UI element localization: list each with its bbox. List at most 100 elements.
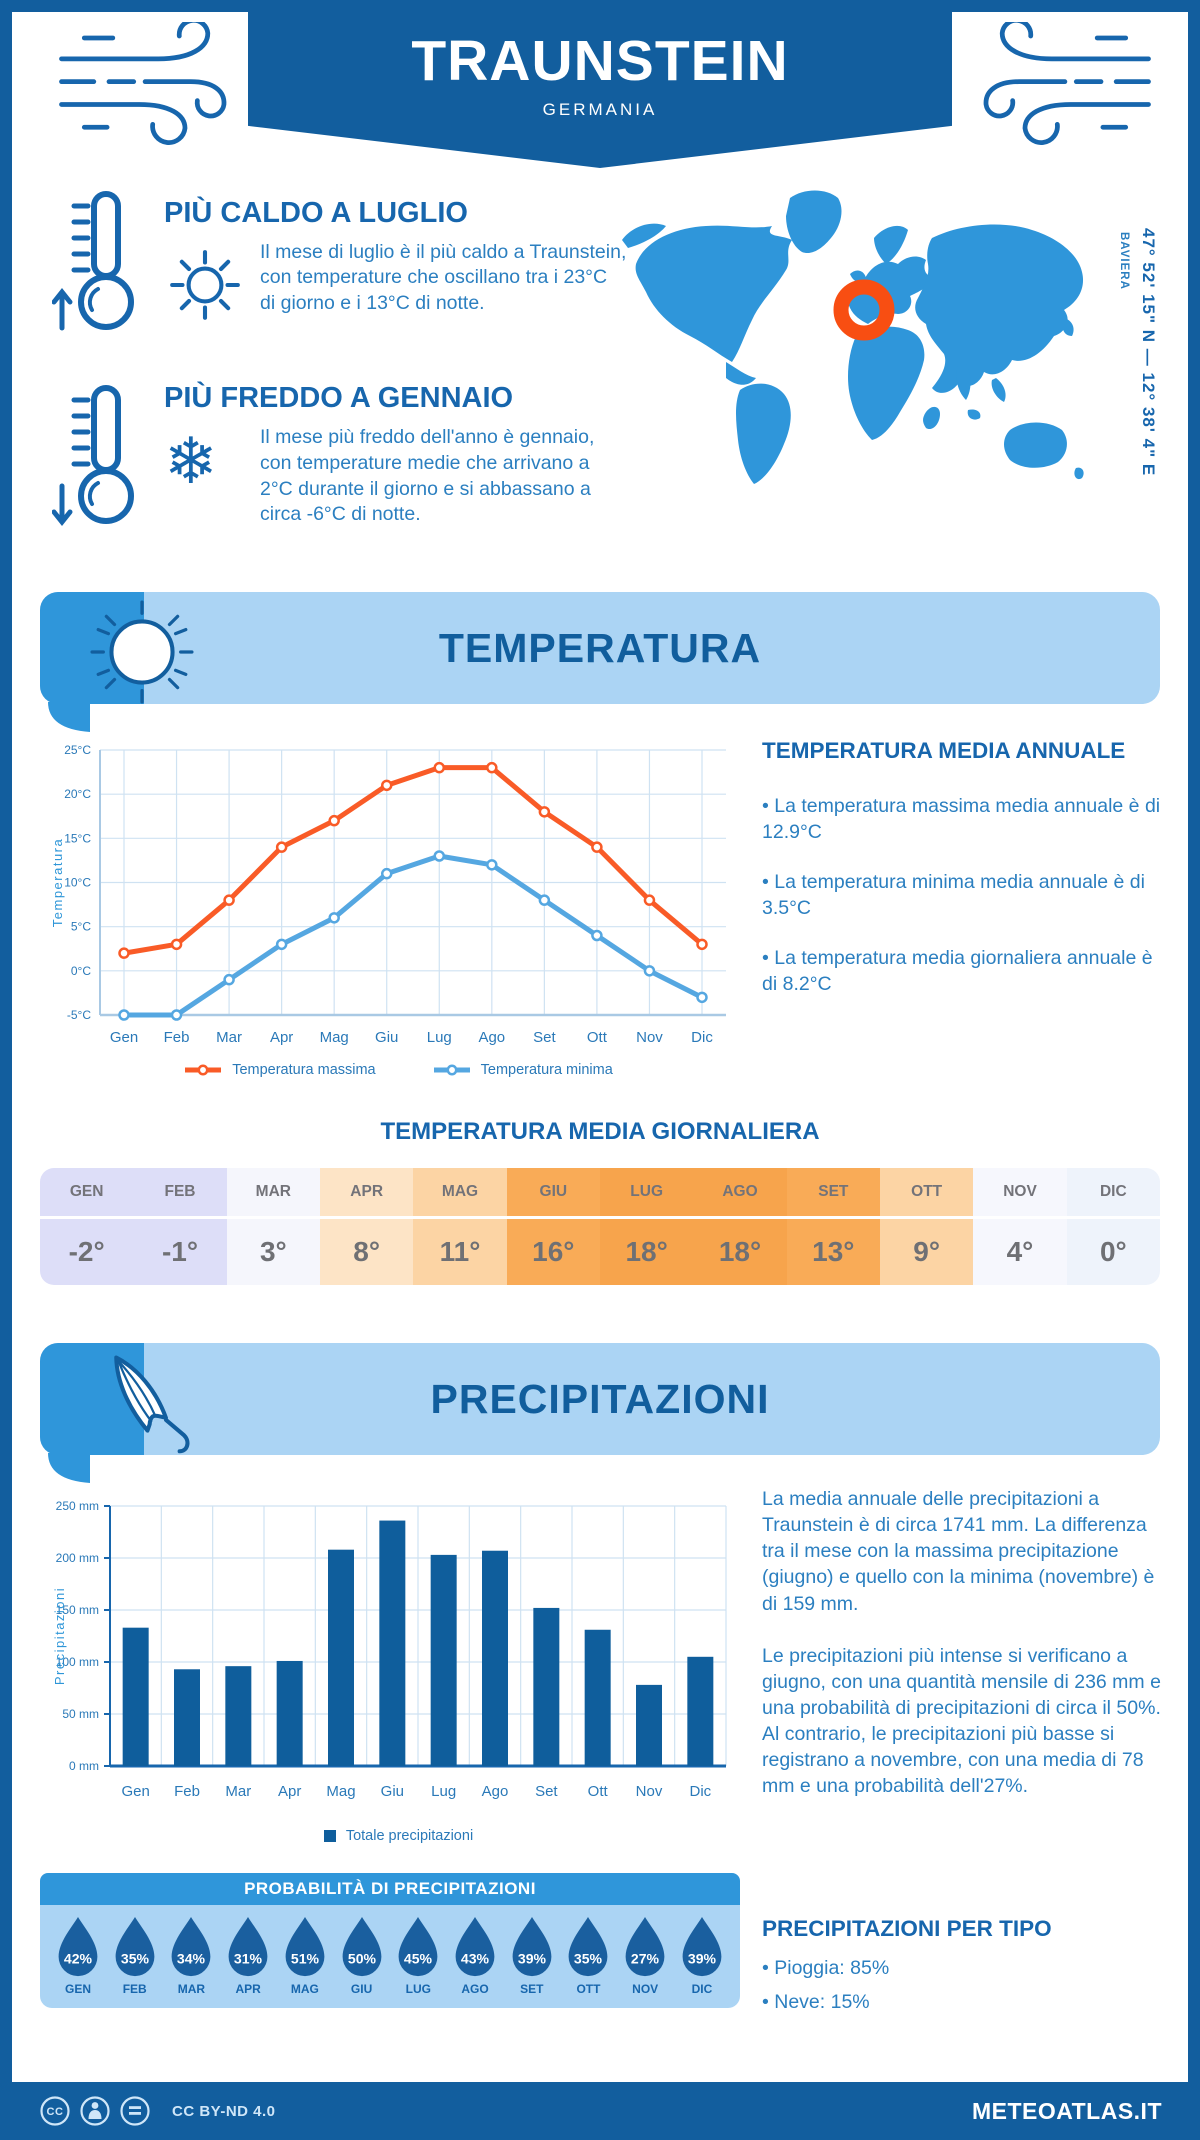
header-banner: TRAUNSTEIN GERMANIA xyxy=(248,12,952,168)
legend-label: Temperatura massima xyxy=(232,1062,376,1078)
svg-text:-5°C: -5°C xyxy=(67,1008,91,1022)
umbrella-icon xyxy=(114,1355,190,1454)
droplet: 51% MAG xyxy=(279,1915,331,1996)
bar xyxy=(533,1607,560,1766)
highlight-warmest: PIÙ CALDO A LUGLIO Il mese di luglio è i… xyxy=(52,186,627,336)
droplet: 50% GIU xyxy=(336,1915,388,1996)
table-value-cell: -1° xyxy=(133,1219,227,1285)
section-title: TEMPERATURA xyxy=(438,625,762,671)
summary-paragraph: Le precipitazioni più intense si verific… xyxy=(762,1644,1161,1798)
svg-text:27%: 27% xyxy=(631,1950,660,1966)
site-name: METEOATLAS.IT xyxy=(971,2097,1162,2124)
svg-text:Set: Set xyxy=(535,1783,558,1800)
svg-text:35%: 35% xyxy=(574,1950,603,1966)
bar xyxy=(636,1684,662,1766)
droplet: 27% NOV xyxy=(619,1915,671,1996)
page-title: TRAUNSTEIN xyxy=(411,29,789,93)
droplet: 42% GEN xyxy=(52,1915,104,1996)
droplet: 43% AGO xyxy=(449,1915,501,1996)
table-month-cell: MAG xyxy=(413,1168,507,1216)
svg-text:Gen: Gen xyxy=(110,1029,138,1046)
probability-title: PROBABILITÀ DI PRECIPITAZIONI xyxy=(40,1873,740,1905)
droplet: 39% DIC xyxy=(676,1915,728,1996)
svg-text:150 mm: 150 mm xyxy=(56,1603,99,1617)
annual-temperature-summary: TEMPERATURA MEDIA ANNUALE • La temperatu… xyxy=(762,738,1170,1022)
precipitation-section-banner: PRECIPITAZIONI xyxy=(40,1343,1160,1483)
droplet: 31% APR xyxy=(222,1915,274,1996)
footer-bar: CC CC BY-ND 4.0 METEOATLAS.IT xyxy=(0,2082,1200,2140)
temperature-line-chart: -5°C 0°C 5°C 10°C 15°C 20°C 25°C Gen Feb Mar Apr Ma… xyxy=(50,743,726,1046)
sun-icon xyxy=(90,600,194,704)
daily-temperature-heading: TEMPERATURA MEDIA GIORNALIERA xyxy=(380,1118,820,1145)
table-value-cell: 8° xyxy=(320,1219,414,1285)
svg-text:34%: 34% xyxy=(177,1950,206,1966)
svg-text:Ott: Ott xyxy=(587,1029,608,1046)
type-bullet: • Neve: 15% xyxy=(762,1990,870,2013)
banner-tail xyxy=(48,702,90,732)
table-month-cell: LUG xyxy=(600,1168,694,1216)
droplet-month-label: GIU xyxy=(350,1982,373,1996)
svg-text:Gen: Gen xyxy=(121,1783,149,1800)
table-month-cell: GIU xyxy=(506,1168,600,1216)
droplet-month-label: GEN xyxy=(64,1982,91,1996)
left-border xyxy=(0,0,12,2140)
world-map xyxy=(622,190,1084,484)
droplet: 45% LUG xyxy=(392,1915,444,1996)
bar xyxy=(225,1666,252,1766)
svg-text:Ago: Ago xyxy=(478,1029,505,1046)
table-value-cell: 3° xyxy=(226,1219,320,1285)
map-marker xyxy=(833,279,895,341)
table-value-cell: 11° xyxy=(413,1219,507,1285)
droplet-month-label: LUG xyxy=(405,1982,431,1996)
bar xyxy=(174,1669,200,1766)
svg-text:Mar: Mar xyxy=(216,1029,242,1046)
droplet-month-label: MAG xyxy=(290,1982,319,1996)
section-title: PRECIPITAZIONI xyxy=(430,1376,770,1422)
bar xyxy=(584,1629,611,1766)
droplet-month-label: FEB xyxy=(122,1982,147,1996)
summary-bullet: • La temperatura media giornaliera annua… xyxy=(762,946,1153,995)
region-label: BAVIERA xyxy=(1118,232,1130,290)
droplet-month-label: SET xyxy=(520,1982,544,1996)
droplet-month-label: APR xyxy=(235,1982,261,1996)
svg-text:Nov: Nov xyxy=(636,1029,663,1046)
droplet-month-label: NOV xyxy=(632,1982,659,1996)
table-value-cell: 16° xyxy=(506,1219,600,1285)
bar xyxy=(276,1660,303,1766)
top-border xyxy=(0,0,1200,12)
svg-text:0°C: 0°C xyxy=(71,964,91,978)
svg-text:Mar: Mar xyxy=(225,1783,251,1800)
table-month-cell: NOV xyxy=(973,1168,1067,1216)
highlight-heading: PIÙ FREDDO A GENNAIO xyxy=(164,381,514,414)
table-month-cell: GEN xyxy=(40,1168,134,1216)
svg-text:Ago: Ago xyxy=(482,1783,509,1800)
svg-text:Mag: Mag xyxy=(326,1783,355,1800)
type-bullet: • Pioggia: 85% xyxy=(762,1957,890,1979)
legend-item: Temperatura massima xyxy=(183,1062,376,1078)
svg-text:5°C: 5°C xyxy=(71,920,91,934)
droplet: 34% MAR xyxy=(165,1915,217,1996)
svg-text:Set: Set xyxy=(533,1029,556,1046)
right-border xyxy=(1188,0,1200,2140)
droplet: 39% SET xyxy=(506,1915,558,1996)
droplet: 35% OTT xyxy=(562,1915,614,1996)
table-month-cell: FEB xyxy=(133,1168,227,1216)
types-heading: PRECIPITAZIONI PER TIPO xyxy=(762,1916,1052,1941)
svg-text:35%: 35% xyxy=(121,1950,150,1966)
table-month-cell: APR xyxy=(320,1168,414,1216)
svg-text:Dic: Dic xyxy=(691,1029,713,1046)
svg-text:Mag: Mag xyxy=(320,1029,349,1046)
thermometer-down-icon xyxy=(52,385,134,527)
svg-text:Dic: Dic xyxy=(689,1783,711,1800)
daily-temperature-table: GEN FEB MAR APR MAG GIU LUG AGO SET OTT NOV DIC -2° -… xyxy=(40,1168,1160,1285)
temperature-chart-legend: Temperatura massima Temperatura minima xyxy=(48,1062,748,1078)
svg-text:Giu: Giu xyxy=(375,1029,398,1046)
table-value-cell: 13° xyxy=(786,1219,880,1285)
summary-heading: TEMPERATURA MEDIA ANNUALE xyxy=(762,738,1126,763)
page-subtitle: GERMANIA xyxy=(542,100,658,119)
droplet-month-label: MAR xyxy=(177,1982,206,1996)
highlight-text: Il mese di luglio è il più caldo a Traun… xyxy=(260,240,627,315)
thermometer-up-icon xyxy=(52,191,134,331)
highlight-heading: PIÙ CALDO A LUGLIO xyxy=(164,196,468,229)
bar xyxy=(430,1554,457,1766)
